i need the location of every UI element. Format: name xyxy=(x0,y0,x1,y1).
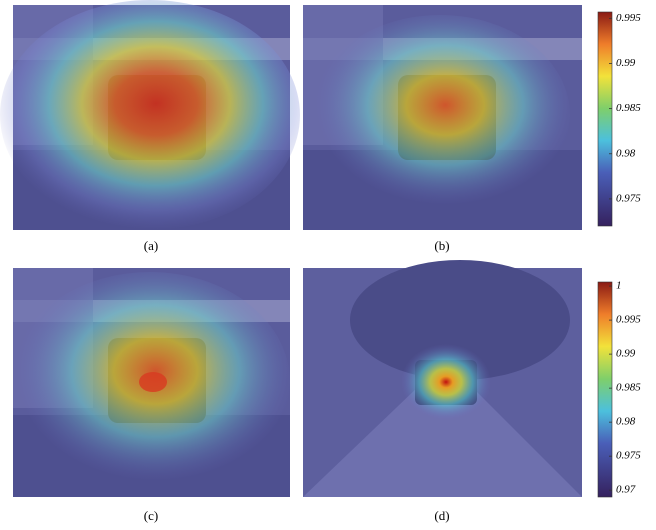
colorbar: 1 0.995 0.99 0.985 0.98 0.975 0.97 xyxy=(598,280,641,497)
panel-label: (a) xyxy=(144,238,158,253)
colorbar-tick-label: 0.985 xyxy=(616,382,641,394)
colorbar-tick-label: 0.975 xyxy=(616,192,641,204)
colorbar-tick-label: 0.985 xyxy=(616,102,641,114)
colorbar-tick-label: 0.99 xyxy=(616,57,636,69)
panel-label: (c) xyxy=(144,508,158,523)
panel-a xyxy=(0,0,300,230)
colorbar-tick-label: 0.98 xyxy=(616,147,636,159)
colorbar-tick-label: 0.995 xyxy=(616,314,641,326)
colorbar: 0.995 0.99 0.985 0.98 0.975 xyxy=(598,12,641,226)
colorbar-tick-label: 0.975 xyxy=(616,450,641,462)
colorbar-tick-label: 0.97 xyxy=(616,484,636,496)
panel-b xyxy=(303,5,582,230)
panel-d xyxy=(303,260,582,497)
panel-c xyxy=(10,268,290,497)
colorbar-tick-label: 0.995 xyxy=(616,12,641,24)
colorbar-tick-label: 0.99 xyxy=(616,348,636,360)
colorbar-tick-label: 0.98 xyxy=(616,416,636,428)
colorbar-tick-label: 1 xyxy=(616,280,622,292)
panel-label: (b) xyxy=(434,238,449,253)
figure: (a) (b) (c) (d) 0.9950.990.9850.980.975 … xyxy=(0,0,656,530)
panel-label: (d) xyxy=(434,508,449,523)
